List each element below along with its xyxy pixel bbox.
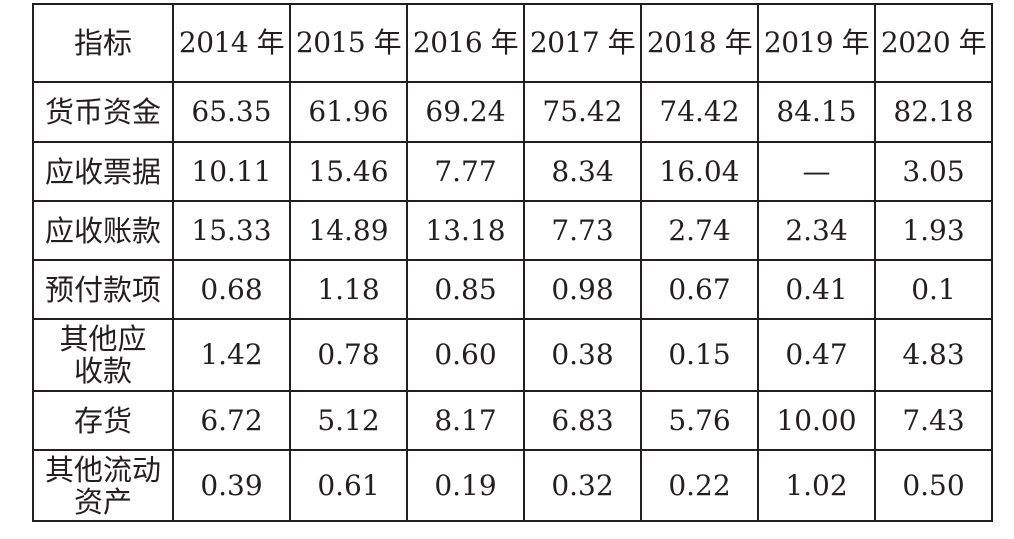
- header-cell-2020: 2020 年: [874, 3, 993, 83]
- table-row: 其他应 收款 1.42 0.78 0.60 0.38 0.15 0.47 4.8…: [32, 318, 993, 392]
- table-cell: 65.35: [172, 81, 291, 143]
- row-label: 其他流动 资产: [32, 449, 174, 522]
- table-cell: 13.18: [406, 200, 525, 261]
- row-label-line: 资产: [73, 484, 132, 519]
- table-cell: 69.24: [406, 81, 525, 143]
- table-cell: 16.04: [640, 141, 759, 202]
- header-cell-2016: 2016 年: [406, 3, 525, 83]
- table-cell: 0.67: [640, 259, 759, 320]
- table-cell: 0.19: [406, 449, 525, 522]
- row-label-line: 其他流动: [44, 452, 161, 487]
- table-cell: 0.15: [640, 318, 759, 392]
- table-cell: 0.68: [172, 259, 291, 320]
- table-cell: 0.1: [874, 259, 993, 320]
- row-label: 应收账款: [32, 200, 174, 261]
- row-label: 货币资金: [32, 81, 174, 143]
- table-cell: 10.11: [172, 141, 291, 202]
- table-cell: 3.05: [874, 141, 993, 202]
- table-row: 其他流动 资产 0.39 0.61 0.19 0.32 0.22 1.02 0.…: [32, 449, 993, 522]
- table-cell: 84.15: [757, 81, 876, 143]
- header-cell-2015: 2015 年: [289, 3, 408, 83]
- table-row: 预付款项 0.68 1.18 0.85 0.98 0.67 0.41 0.1: [32, 259, 993, 320]
- table-cell: 8.34: [523, 141, 642, 202]
- row-label-line: 收款: [73, 354, 132, 388]
- table-cell: 7.73: [523, 200, 642, 261]
- table-cell: 8.17: [406, 390, 525, 451]
- table-cell: 2.34: [757, 200, 876, 261]
- table-cell: 0.98: [523, 259, 642, 320]
- table-cell: 1.42: [172, 318, 291, 392]
- table-cell: 6.72: [172, 390, 291, 451]
- financial-indicator-table: 指标 2014 年 2015 年 2016 年 2017 年 2018 年 20…: [32, 3, 993, 522]
- table-cell: 0.38: [523, 318, 642, 392]
- table-cell: 1.93: [874, 200, 993, 261]
- table-cell: 75.42: [523, 81, 642, 143]
- table-cell: 0.60: [406, 318, 525, 392]
- table-cell: 0.50: [874, 449, 993, 522]
- table-cell: 74.42: [640, 81, 759, 143]
- header-cell-2017: 2017 年: [523, 3, 642, 83]
- header-row: 指标 2014 年 2015 年 2016 年 2017 年 2018 年 20…: [32, 3, 993, 83]
- table-cell: 7.43: [874, 390, 993, 451]
- header-cell-2018: 2018 年: [640, 3, 759, 83]
- table-row: 应收票据 10.11 15.46 7.77 8.34 16.04 — 3.05: [32, 141, 993, 202]
- row-label: 预付款项: [32, 259, 174, 320]
- table-cell: 0.61: [289, 449, 408, 522]
- row-label: 存货: [32, 390, 174, 451]
- table-cell: 5.12: [289, 390, 408, 451]
- table-cell: 0.41: [757, 259, 876, 320]
- row-label-line: 其他应: [59, 322, 147, 356]
- table-cell: 1.02: [757, 449, 876, 522]
- table-cell: —: [757, 141, 876, 202]
- table-cell: 15.33: [172, 200, 291, 261]
- row-label: 其他应 收款: [32, 318, 174, 392]
- header-cell-2014: 2014 年: [172, 3, 291, 83]
- table-cell: 0.78: [289, 318, 408, 392]
- row-label: 应收票据: [32, 141, 174, 202]
- table-cell: 5.76: [640, 390, 759, 451]
- table-cell: 7.77: [406, 141, 525, 202]
- table-cell: 2.74: [640, 200, 759, 261]
- table-cell: 0.32: [523, 449, 642, 522]
- table-cell: 4.83: [874, 318, 993, 392]
- table-row: 应收账款 15.33 14.89 13.18 7.73 2.74 2.34 1.…: [32, 200, 993, 261]
- table-cell: 82.18: [874, 81, 993, 143]
- header-cell-2019: 2019 年: [757, 3, 876, 83]
- table-cell: 0.85: [406, 259, 525, 320]
- table-cell: 0.22: [640, 449, 759, 522]
- header-cell-indicator: 指标: [32, 3, 174, 83]
- table-row: 存货 6.72 5.12 8.17 6.83 5.76 10.00 7.43: [32, 390, 993, 451]
- table-wrapper: 指标 2014 年 2015 年 2016 年 2017 年 2018 年 20…: [32, 3, 993, 522]
- table-cell: 0.47: [757, 318, 876, 392]
- table-cell: 0.39: [172, 449, 291, 522]
- table-cell: 14.89: [289, 200, 408, 261]
- table-cell: 61.96: [289, 81, 408, 143]
- table-cell: 15.46: [289, 141, 408, 202]
- table-cell: 6.83: [523, 390, 642, 451]
- table-cell: 10.00: [757, 390, 876, 451]
- table-cell: 1.18: [289, 259, 408, 320]
- table-row: 货币资金 65.35 61.96 69.24 75.42 74.42 84.15…: [32, 81, 993, 143]
